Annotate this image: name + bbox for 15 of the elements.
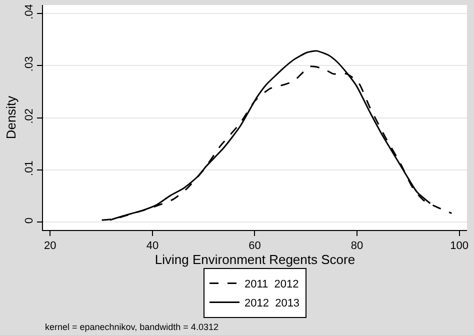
y-tick-label: .02 <box>24 108 36 124</box>
x-tick-label: 20 <box>44 240 56 252</box>
y-tick-label: .03 <box>24 56 36 72</box>
x-tick-label: 80 <box>350 240 364 252</box>
x-tick-label: 100 <box>450 240 469 252</box>
y-tick-label: 0 <box>24 217 36 224</box>
x-axis-title: Living Environment Regents Score <box>154 252 356 268</box>
legend-label: 2012 2013 <box>244 298 300 310</box>
y-axis-title: Density <box>4 95 19 140</box>
x-tick-label: 40 <box>146 240 159 252</box>
legend-label: 2011 2012 <box>244 278 299 291</box>
x-tick-label: 60 <box>248 240 261 252</box>
y-tick-label: .04 <box>24 4 36 20</box>
y-tick-label: .01 <box>24 160 36 176</box>
text: kernel = epanechnikov, bandwidth = 4.0312 <box>45 322 218 332</box>
